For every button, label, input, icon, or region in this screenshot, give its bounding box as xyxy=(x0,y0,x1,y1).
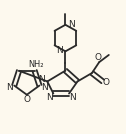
Text: N: N xyxy=(38,75,45,84)
Text: N: N xyxy=(69,93,76,102)
Text: N: N xyxy=(41,83,48,92)
Text: N: N xyxy=(46,93,53,102)
Text: N: N xyxy=(68,20,75,29)
Text: N: N xyxy=(6,83,13,92)
Text: O: O xyxy=(103,78,110,87)
Text: O: O xyxy=(23,95,30,104)
Text: O: O xyxy=(94,53,101,62)
Text: NH₂: NH₂ xyxy=(28,60,44,69)
Text: N: N xyxy=(56,46,63,55)
